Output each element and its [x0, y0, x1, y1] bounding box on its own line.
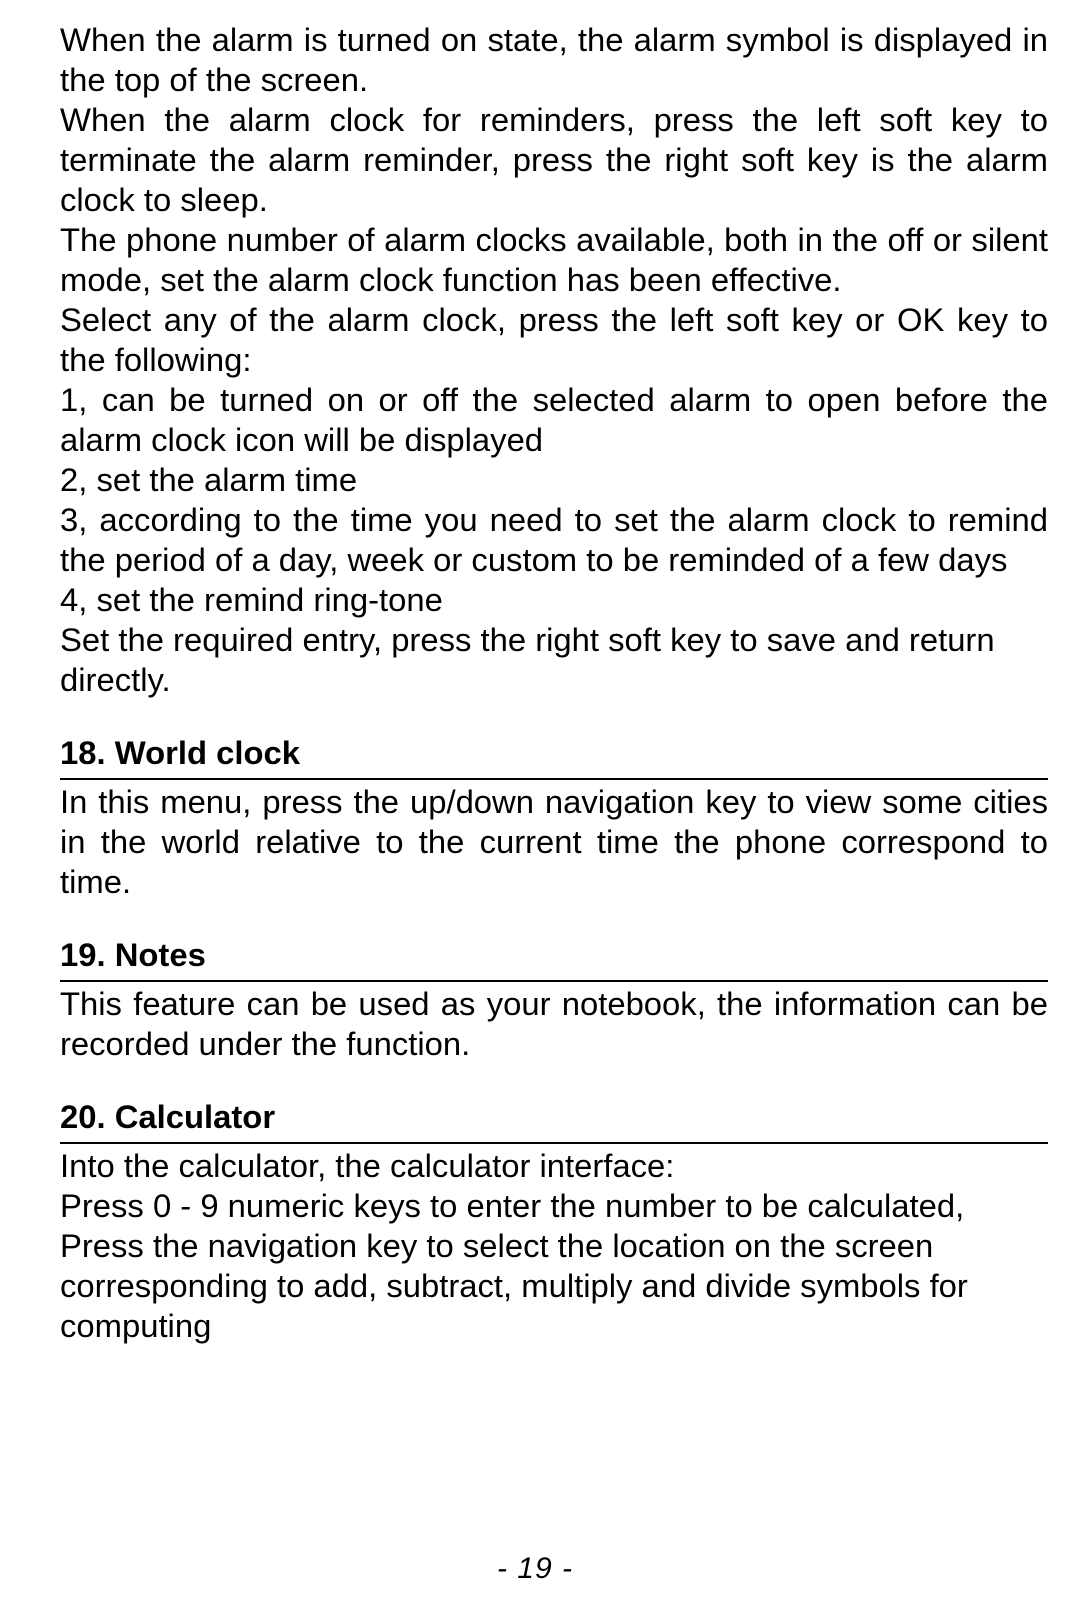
- section-rule: [60, 778, 1048, 780]
- paragraph: Set the required entry, press the right …: [60, 620, 1048, 700]
- paragraph: The phone number of alarm clocks availab…: [60, 220, 1048, 300]
- paragraph: When the alarm clock for reminders, pres…: [60, 100, 1048, 220]
- spacer: [60, 700, 1048, 734]
- paragraph: 1, can be turned on or off the selected …: [60, 380, 1048, 460]
- section-rule: [60, 980, 1048, 982]
- paragraph: 3, according to the time you need to set…: [60, 500, 1048, 580]
- spacer: [60, 902, 1048, 936]
- paragraph: This feature can be used as your noteboo…: [60, 984, 1048, 1064]
- paragraph: When the alarm is turned on state, the a…: [60, 20, 1048, 100]
- paragraph: Press the navigation key to select the l…: [60, 1226, 1048, 1346]
- paragraph: Select any of the alarm clock, press the…: [60, 300, 1048, 380]
- page: When the alarm is turned on state, the a…: [0, 0, 1070, 1600]
- paragraph: In this menu, press the up/down navigati…: [60, 782, 1048, 902]
- paragraph: 2, set the alarm time: [60, 460, 1048, 500]
- heading-calculator: 20. Calculator: [60, 1098, 1048, 1140]
- paragraph: Into the calculator, the calculator inte…: [60, 1146, 1048, 1186]
- spacer: [60, 1064, 1048, 1098]
- paragraph: Press 0 - 9 numeric keys to enter the nu…: [60, 1186, 1048, 1226]
- page-number: - 19 -: [0, 1552, 1070, 1586]
- paragraph: 4, set the remind ring-tone: [60, 580, 1048, 620]
- heading-world-clock: 18. World clock: [60, 734, 1048, 776]
- section-rule: [60, 1142, 1048, 1144]
- heading-notes: 19. Notes: [60, 936, 1048, 978]
